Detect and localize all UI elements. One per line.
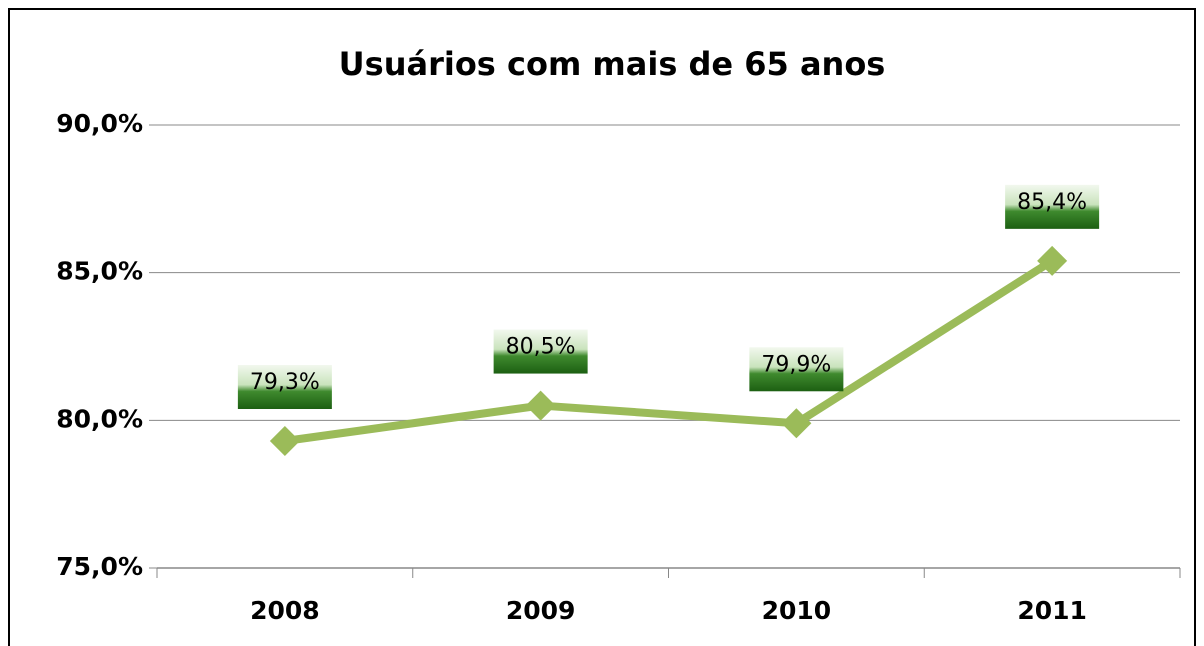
data-label-box: [1005, 184, 1100, 229]
data-label: 79,9%: [761, 352, 831, 377]
x-tick-label: 2009: [506, 596, 576, 625]
data-label-box: [493, 329, 588, 374]
data-label-box: [237, 365, 332, 410]
data-label: 85,4%: [1017, 190, 1087, 215]
y-tick-label: 75,0%: [56, 552, 143, 581]
x-tick-label: 2011: [1017, 596, 1087, 625]
chart-frame: [8, 8, 1196, 646]
chart-title: Usuários com mais de 65 anos: [339, 45, 886, 83]
data-point: [525, 390, 556, 421]
data-line: [284, 257, 1055, 445]
data-label-box: [749, 347, 844, 392]
data-point: [269, 426, 300, 457]
y-tick-label: 85,0%: [56, 257, 143, 286]
data-label: 80,5%: [506, 335, 576, 360]
data-point: [1037, 245, 1068, 276]
data-point: [781, 408, 812, 439]
x-tick-label: 2010: [762, 596, 832, 625]
y-tick-label: 90,0%: [56, 109, 143, 138]
y-tick-label: 80,0%: [56, 404, 143, 433]
x-tick-label: 2008: [250, 596, 320, 625]
data-label: 79,3%: [250, 370, 320, 395]
